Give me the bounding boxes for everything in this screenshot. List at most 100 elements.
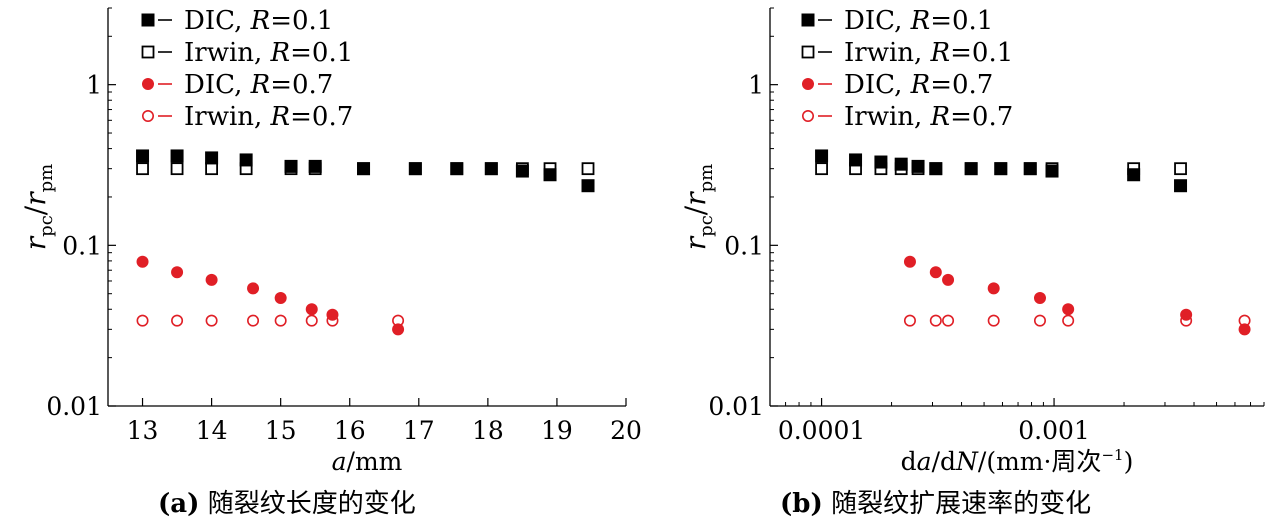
data-point [543,162,557,176]
x-label-d2: /d [932,447,956,476]
legend-label: DIC, R=0.7 [844,70,993,100]
y-tick-label: 1 [86,71,102,100]
data-point [305,314,318,327]
legend-value: =0.1 [930,6,993,36]
data-point [516,162,529,176]
x-axis-label: da/dN/(mm·周次−1) [901,446,1134,476]
legend-marker [141,13,155,27]
x-label-unit: /mm [347,447,403,476]
legend-value: =0.1 [290,38,353,68]
legend-r: R [930,102,951,132]
legend-label: Irwin, R=0.7 [184,102,353,132]
data-point [1033,314,1046,327]
data-point [1238,323,1251,336]
data-point [392,323,405,336]
data-point [136,314,149,327]
legend-value: =0.7 [950,102,1013,132]
data-point [205,151,219,165]
legend-r: R [930,38,951,68]
legend-name: Irwin, [844,102,931,132]
data-point [1062,303,1075,316]
x-tick-label: 16 [334,416,366,445]
data-point [308,162,322,176]
y-axis-label: rpc/rpm [679,164,717,250]
series-3 [136,314,405,327]
data-point [239,153,253,167]
legend-marker [801,45,815,59]
data-point [326,314,339,327]
data-point [1045,164,1059,178]
legend-r: R [250,6,271,36]
x-label-var: a [332,447,347,476]
series-2 [136,255,405,336]
y-label-sub2: pm [36,164,57,193]
data-point [305,303,318,316]
data-point [1023,162,1037,176]
legend-name: Irwin, [184,102,271,132]
data-point [392,314,405,327]
data-point [484,162,498,176]
legend-marker [801,13,815,27]
data-point [815,149,829,163]
series-0 [815,149,1188,193]
data-point [903,255,916,268]
series-3 [903,314,1251,327]
legend-r: R [250,70,271,100]
data-point [964,162,978,176]
chart-panel-b: 0.010.110.0001 0.001da/dN/(mm·周次−1)rpc/rp… [679,6,1265,476]
data-point [284,159,298,173]
legend-value: =0.7 [290,102,353,132]
y-label-r2: r [679,191,712,206]
data-point [239,162,253,176]
legend-marker [142,78,154,90]
data-point [874,155,888,169]
x-tick-label: 18 [472,416,504,445]
legend-label: Irwin, R=0.1 [844,38,1013,68]
y-tick-label: 0.01 [46,392,102,421]
x-label-n: N [955,447,979,476]
data-point [942,314,955,327]
series-0 [136,149,595,193]
data-point [171,314,184,327]
legend-label: DIC, R=0.7 [184,70,333,100]
legend-label: DIC, R=0.1 [184,6,333,36]
data-point [874,162,888,176]
legend-label: Irwin, R=0.7 [844,102,1013,132]
x-tick-label: 20 [610,416,642,445]
data-point [929,162,943,176]
data-point [1238,314,1251,327]
data-point [357,162,371,176]
data-point [1033,292,1046,305]
legend-name: DIC, [844,6,911,36]
legend-r: R [910,6,931,36]
data-point [205,273,218,286]
data-point [581,179,595,193]
legend-r: R [910,70,931,100]
x-axis-label: a/mm [332,447,403,476]
caption-a-text: 随裂纹长度的变化 [207,489,416,519]
data-point [1023,162,1037,176]
data-point [171,266,184,279]
data-point [408,162,422,176]
y-tick-label: 1 [748,71,764,100]
legend-value: =0.7 [930,70,993,100]
y-label-slash: / [679,205,712,215]
y-tick-label: 0.01 [708,392,764,421]
data-point [357,162,370,176]
y-label-sub2: pm [696,164,717,193]
caption-b: (b) 随裂纹扩展速率的变化 [780,483,1091,520]
x-label-d1: d [901,447,917,476]
data-point [136,162,149,176]
data-point [942,273,955,286]
data-point [484,162,498,176]
caption-a: (a) 随裂纹长度的变化 [158,483,416,520]
legend-value: =0.7 [270,70,333,100]
y-tick-label: 0.1 [724,231,764,260]
legend-name: Irwin, [184,38,271,68]
data-point [1180,314,1193,327]
legend-name: DIC, [184,6,251,36]
data-point [911,159,925,173]
data-point [815,162,828,176]
y-label-sub1: pc [696,215,717,237]
